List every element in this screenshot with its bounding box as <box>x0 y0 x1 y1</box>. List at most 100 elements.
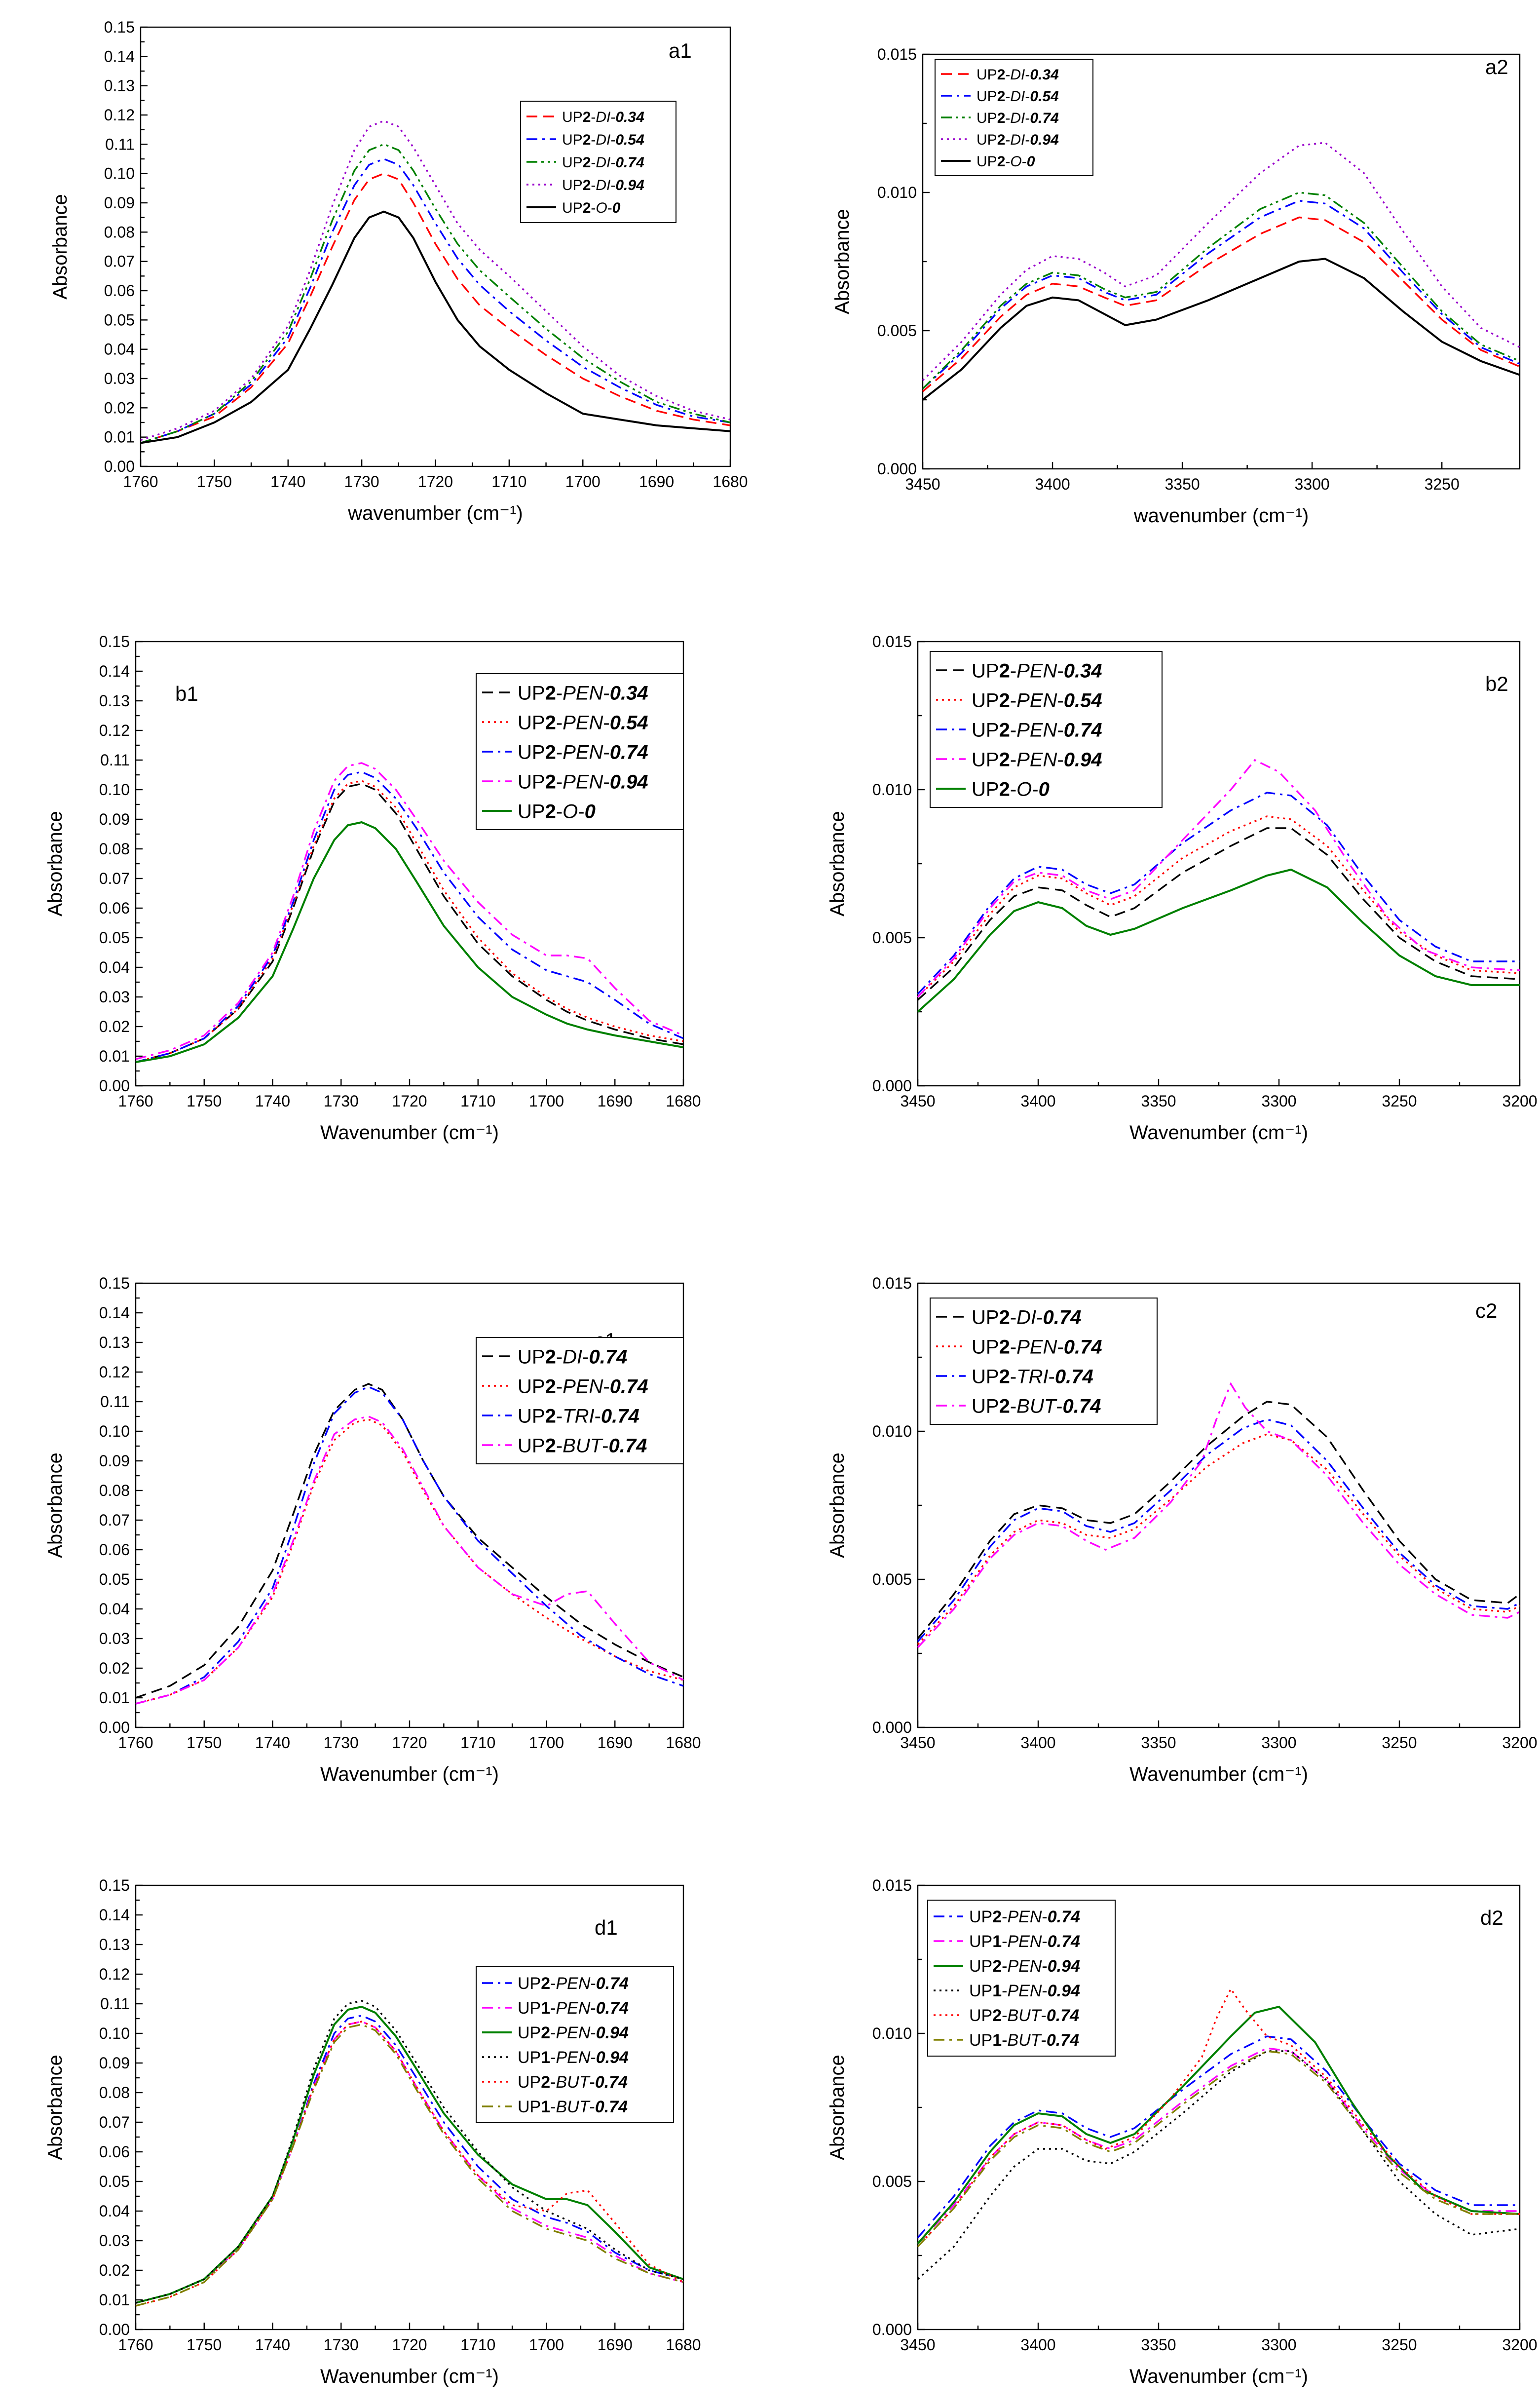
legend-entry: UP2-PEN-0.94 <box>518 771 648 793</box>
x-tick-label: 1730 <box>324 1092 359 1110</box>
y-tick-label: 0.015 <box>872 633 912 650</box>
series-line-up2-o-0 <box>140 210 731 444</box>
chart-panel-a2: 3450 3400 3350 3300 3250 0.000 0.005 0.010 0.015… <box>831 45 1521 527</box>
series-line-up2-pen-0.34 <box>917 827 1520 1001</box>
y-tick-label: 0.03 <box>99 2232 130 2250</box>
series-line-up2-di-0.54 <box>140 158 731 444</box>
series-line-up2-pen-0.54 <box>135 780 684 1063</box>
legend: UP2-PEN-0.74 UP1-PEN-0.74 UP2-PEN-0.94 UP1-… <box>476 1966 674 2123</box>
legend-entry: UP2-DI-0.54 <box>977 88 1059 105</box>
y-tick-label: 0.15 <box>104 18 135 36</box>
series-line-up2-pen-0.94 <box>135 762 684 1060</box>
x-tick-label: 1690 <box>598 2336 633 2354</box>
panel-label: d1 <box>595 1916 618 1939</box>
y-tick-label: 0.06 <box>99 899 130 917</box>
y-tick-label: 0.06 <box>104 282 135 300</box>
legend-entry: UP2-O-0 <box>972 778 1050 800</box>
x-tick-label: 1730 <box>324 1734 359 1752</box>
legend-entry: UP2-PEN-0.74 <box>969 1908 1080 1926</box>
legend: UP2-DI-0.74 UP2-PEN-0.74 UP2-TRI-0.74 UP2-B… <box>476 1337 684 1464</box>
y-tick-label: 0.06 <box>99 2143 130 2161</box>
x-tick-label: 1710 <box>460 1092 495 1110</box>
legend-entry: UP2-DI-0.54 <box>562 132 644 148</box>
x-tick-label: 1710 <box>460 1734 495 1752</box>
series-line-up2-but-0.74 <box>917 1382 1520 1648</box>
x-tick-label: 1680 <box>666 1734 701 1752</box>
y-tick-label: 0.14 <box>104 47 135 65</box>
x-tick-label: 1740 <box>255 2336 290 2354</box>
series-line-up2-pen-0.94 <box>135 2005 684 2304</box>
y-tick-label: 0.04 <box>99 958 130 976</box>
y-tick-label: 0.01 <box>99 1689 130 1707</box>
x-tick-label: 1740 <box>270 473 305 491</box>
x-tick-label: 1690 <box>639 473 674 491</box>
legend-entry: UP2-DI-0.34 <box>977 67 1059 83</box>
series-line-up1-but-0.74 <box>135 2024 684 2307</box>
x-tick-label: 1700 <box>529 1092 564 1110</box>
series-line-up2-o-0 <box>135 821 684 1063</box>
x-axis-title: Wavenumber (cm⁻¹) <box>1129 2366 1308 2387</box>
legend-entry: UP1-PEN-0.94 <box>969 1982 1080 2000</box>
x-axis-title: Wavenumber (cm⁻¹) <box>1129 1763 1308 1785</box>
x-tick-label: 1710 <box>491 473 526 491</box>
series-line-up1-pen-0.74 <box>917 2047 1520 2245</box>
y-tick-label: 0.14 <box>99 1304 130 1322</box>
x-axis-title: Wavenumber (cm⁻¹) <box>1129 1122 1308 1144</box>
y-tick-label: 0.01 <box>104 428 135 446</box>
chart-panel-a1: 1760 1750 1740 1730 1720 1710 1700 1690 1680 0.00… <box>49 18 748 524</box>
y-tick-label: 0.01 <box>99 2291 130 2309</box>
y-tick-label: 0.00 <box>99 1719 130 1736</box>
y-tick-label: 0.04 <box>104 341 135 358</box>
y-tick-label: 0.08 <box>99 2084 130 2101</box>
x-tick-label: 3450 <box>900 2336 935 2354</box>
y-tick-label: 0.12 <box>104 106 135 124</box>
y-tick-label: 0.03 <box>104 370 135 387</box>
y-tick-label: 0.02 <box>99 1659 130 1677</box>
legend-box <box>476 1966 674 2123</box>
legend-entry: UP2-PEN-0.74 <box>518 741 648 763</box>
x-tick-label: 1720 <box>392 1734 427 1752</box>
x-tick-label: 1730 <box>344 473 379 491</box>
x-axis-title: wavenumber (cm⁻¹) <box>347 502 523 524</box>
x-tick-label: 1710 <box>460 2336 495 2354</box>
x-tick-label: 1750 <box>187 1092 222 1110</box>
series-line-up2-di-0.34 <box>140 172 731 444</box>
series-line-up2-di-0.74 <box>917 1401 1521 1640</box>
y-tick-label: 0.02 <box>99 2261 130 2279</box>
y-tick-label: 0.010 <box>872 2025 912 2042</box>
legend-entry: UP2-DI-0.94 <box>977 132 1059 148</box>
y-tick-label: 0.14 <box>99 662 130 680</box>
y-tick-label: 0.07 <box>99 870 130 887</box>
y-tick-label: 0.005 <box>872 2173 912 2190</box>
series-line-up2-o-0 <box>917 868 1520 1013</box>
x-tick-label: 3200 <box>1502 1734 1537 1752</box>
legend-entry: UP2-BUT-0.74 <box>518 2073 628 2092</box>
y-tick-label: 0.12 <box>99 1363 130 1381</box>
chart-panel-b1: 1760 1750 1740 1730 1720 1710 1700 1690 1680 0.00… <box>44 633 701 1144</box>
y-tick-label: 0.03 <box>99 1630 130 1647</box>
x-tick-label: 1690 <box>598 1092 633 1110</box>
x-tick-label: 1750 <box>187 2336 222 2354</box>
y-tick-label: 0.06 <box>99 1541 130 1559</box>
y-tick-label: 0.10 <box>99 2025 130 2042</box>
legend: UP2-DI-0.74 UP2-PEN-0.74 UP2-TRI-0.74 UP2-B… <box>930 1298 1158 1425</box>
x-tick-label: 1680 <box>666 2336 701 2354</box>
y-axis-title: Absorbance <box>49 194 71 299</box>
y-tick-label: 0.03 <box>99 988 130 1006</box>
x-tick-label: 1760 <box>118 1092 153 1110</box>
y-tick-label: 0.13 <box>99 692 130 710</box>
y-tick-label: 0.05 <box>104 311 135 329</box>
y-tick-label: 0.000 <box>872 1719 912 1736</box>
series-line-up2-o-0 <box>922 258 1520 401</box>
x-tick-label: 3400 <box>1020 1092 1055 1110</box>
legend-entry: UP2-DI-0.34 <box>562 109 644 125</box>
y-tick-label: 0.010 <box>872 1422 912 1440</box>
x-tick-label: 1730 <box>324 2336 359 2354</box>
legend-entry: UP2-PEN-0.94 <box>972 749 1102 770</box>
legend-entry: UP2-PEN-0.34 <box>518 682 648 704</box>
y-tick-label: 0.04 <box>99 2202 130 2220</box>
y-tick-label: 0.11 <box>105 135 135 153</box>
y-tick-label: 0.005 <box>872 929 912 947</box>
legend-entry: UP2-PEN-0.54 <box>972 689 1102 711</box>
y-axis-title: Absorbance <box>44 1452 66 1558</box>
